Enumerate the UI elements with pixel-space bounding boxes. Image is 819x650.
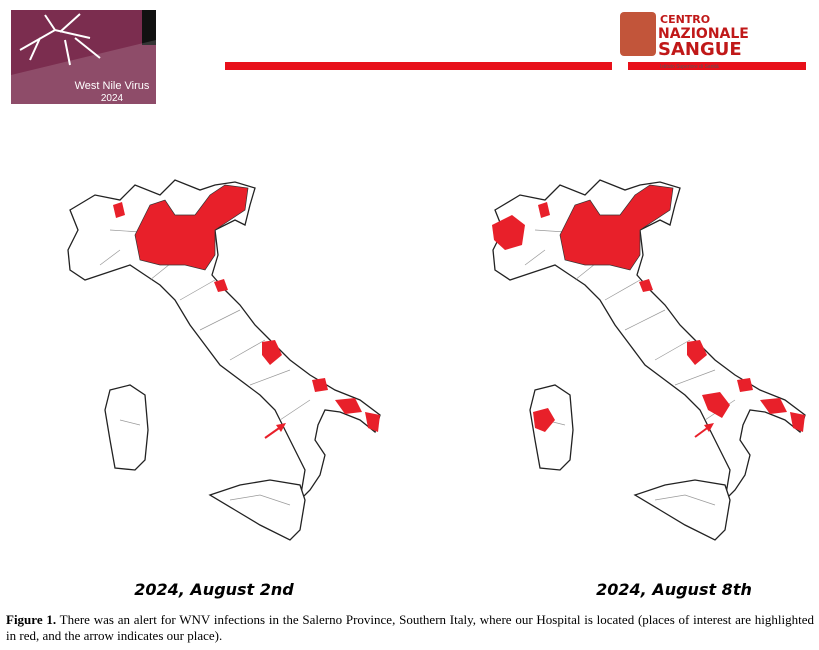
logo-line3: SANGUE (658, 39, 742, 60)
caption: Figure 1. There was an alert for WNV inf… (6, 612, 814, 644)
map-right (492, 179, 806, 541)
panel-label: 2024, August 8th (596, 580, 752, 599)
caption-text: There was an alert for WNV infections in… (6, 612, 814, 643)
header-rule (225, 62, 612, 70)
panel-label: 2024, August 2nd (134, 580, 294, 599)
logo-year: 2024 (101, 93, 124, 104)
figure: West Nile Virus 2024 CENTRO NAZIONALE SA… (11, 10, 806, 599)
header-rule (628, 62, 806, 70)
map-left (67, 179, 381, 541)
logo-line1: CENTRO (660, 13, 710, 26)
logo-line2: NAZIONALE (658, 26, 749, 42)
caption-label: Figure 1. (6, 612, 57, 627)
logo-left: West Nile Virus 2024 (11, 10, 156, 104)
arrow (264, 423, 714, 439)
logo-subtitle: Istituto Superiore di Sanità (660, 64, 719, 70)
logo-right: CENTRO NAZIONALE SANGUE Istituto Superio… (620, 12, 749, 70)
logo-title: West Nile Virus (75, 80, 150, 92)
